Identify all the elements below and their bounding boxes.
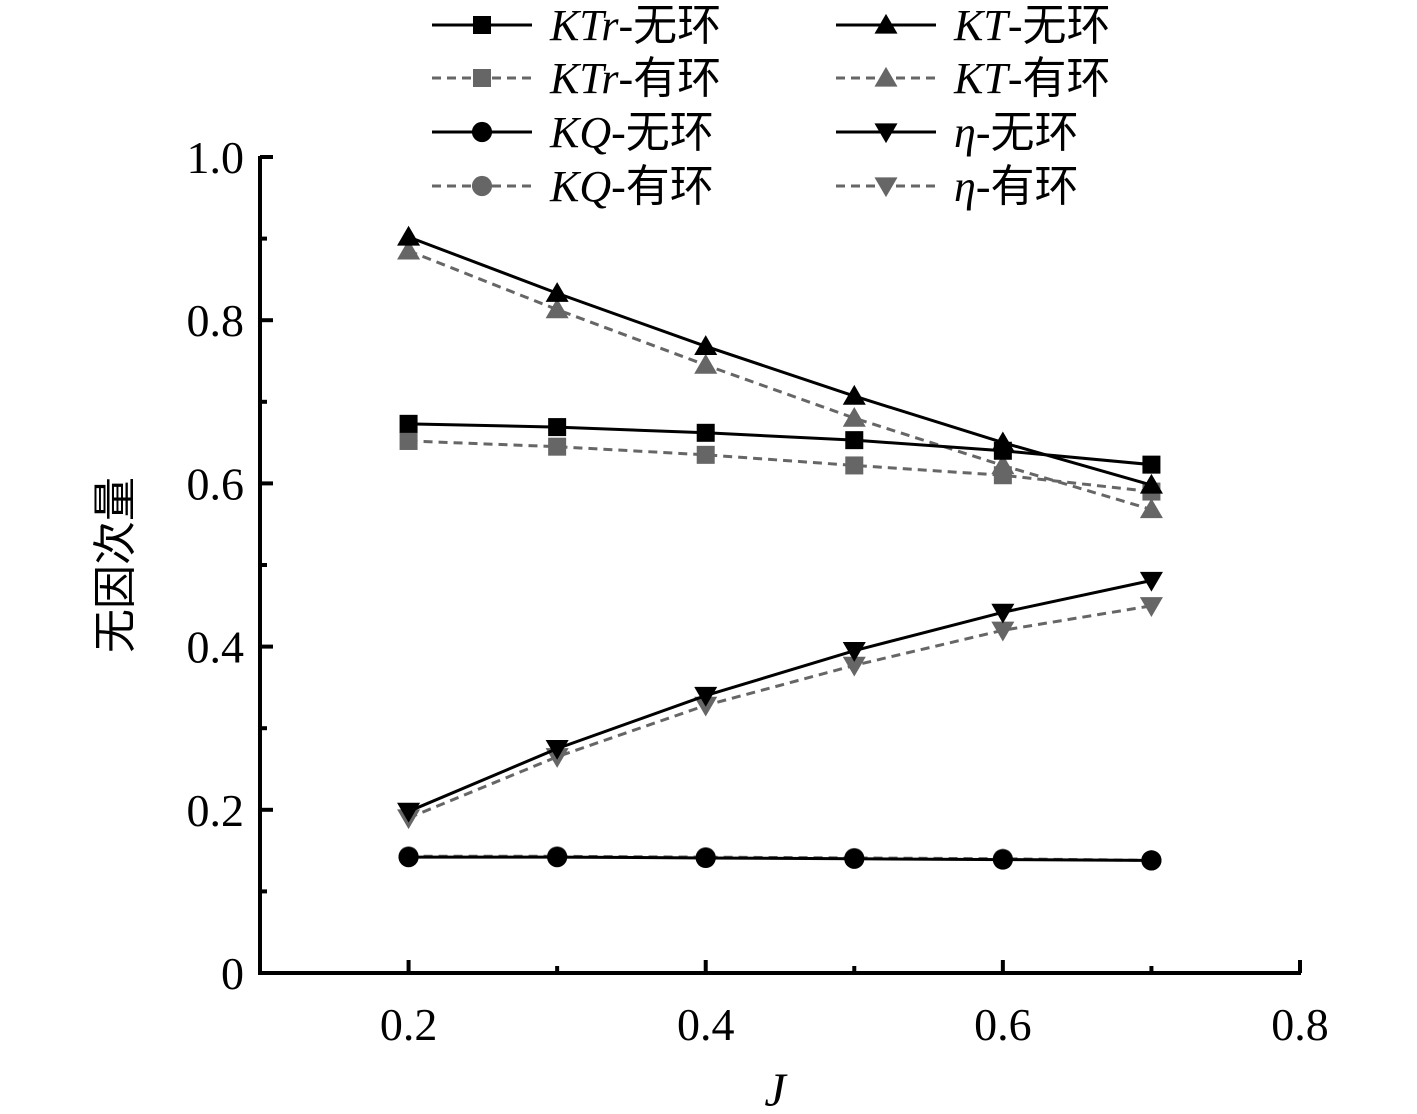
series-square-solid — [399, 414, 1161, 474]
x-tick-label: 0.6 — [974, 999, 1032, 1050]
legend-label: η-有环 — [954, 162, 1078, 211]
data-point — [1141, 850, 1162, 871]
data-point — [398, 847, 419, 868]
legend-label: KTr-无环 — [549, 1, 721, 50]
data-point — [1139, 473, 1163, 494]
legend-label: η-无环 — [954, 108, 1078, 157]
data-point — [842, 642, 866, 662]
legend-marker — [471, 121, 493, 143]
legend-marker — [874, 66, 898, 87]
legend-label: KQ-无环 — [549, 108, 714, 157]
x-tick-label: 0.4 — [677, 999, 735, 1050]
data-point — [547, 847, 568, 868]
data-point — [397, 802, 421, 823]
series-line — [408, 249, 1152, 511]
legend-label: KQ-有环 — [549, 162, 714, 211]
legend-item: KTr-有环 — [432, 54, 721, 103]
series-triangle-down-solid — [397, 571, 1163, 823]
legend-item: KQ-有环 — [432, 162, 714, 211]
legend-item: KT-无环 — [836, 1, 1110, 50]
y-tick-label: 1.0 — [187, 132, 245, 183]
series-line — [408, 235, 1152, 487]
data-point — [991, 454, 1015, 475]
legend-item: η-无环 — [836, 108, 1078, 157]
x-tick-label: 0.2 — [380, 999, 438, 1050]
data-point — [397, 239, 421, 260]
legend-item: KQ-无环 — [432, 108, 714, 157]
data-point — [545, 298, 569, 319]
legend-item: KTr-无环 — [432, 1, 721, 50]
data-point — [397, 225, 421, 246]
series-line — [408, 604, 1152, 820]
series-line — [408, 422, 1152, 467]
data-point — [545, 739, 569, 760]
legend-label: KTr-有环 — [549, 54, 721, 103]
legend-marker — [874, 177, 898, 198]
data-point — [844, 848, 865, 869]
series-square-dashed — [399, 431, 1161, 501]
series-layer — [397, 225, 1163, 871]
data-point — [991, 603, 1015, 624]
series-line — [407, 579, 1152, 813]
data-point — [696, 445, 715, 464]
data-point — [991, 621, 1015, 642]
data-point — [845, 456, 864, 475]
y-tick-label: 0 — [221, 948, 244, 999]
data-point — [1142, 455, 1161, 474]
data-point — [845, 431, 864, 450]
x-axis-title: J — [764, 1064, 788, 1114]
series-circle-solid — [398, 847, 1162, 871]
legend-label: KT-有环 — [953, 54, 1110, 103]
legend-label: KT-无环 — [953, 1, 1110, 50]
legend-marker — [471, 175, 493, 197]
y-tick-label: 0.4 — [187, 622, 245, 673]
data-point — [842, 656, 866, 677]
y-tick-label: 0.6 — [187, 458, 245, 509]
legend-marker — [874, 13, 898, 34]
data-point — [694, 335, 718, 355]
data-point — [399, 414, 418, 433]
legend-marker — [473, 16, 491, 34]
data-point — [1139, 498, 1163, 519]
y-tick-label: 0.8 — [187, 295, 245, 346]
data-point — [548, 418, 567, 437]
data-point — [694, 353, 718, 374]
legend-item: KT-有环 — [836, 54, 1110, 103]
data-point — [992, 849, 1013, 870]
data-point — [694, 686, 718, 707]
data-point — [696, 423, 715, 442]
legend-item: η-有环 — [836, 162, 1078, 211]
data-point — [695, 847, 716, 869]
legend-marker — [473, 69, 491, 87]
series-line — [408, 855, 1152, 862]
data-point — [842, 384, 866, 405]
legend-marker — [874, 123, 898, 144]
y-axis-title: 无因次量 — [91, 477, 140, 653]
data-point — [842, 406, 866, 427]
y-tick-label: 0.2 — [187, 785, 245, 836]
data-point — [548, 437, 567, 456]
data-point — [545, 282, 569, 302]
data-point — [1139, 571, 1163, 592]
x-tick-label: 0.8 — [1271, 999, 1329, 1050]
series-triangle-down-dashed — [397, 597, 1163, 830]
ticks-layer: 0 0.2 0.4 0.6 0.8 1.0 0.2 0.4 0.6 0.8 — [187, 132, 1329, 1050]
series-line — [408, 439, 1152, 494]
series-triangle-up-dashed — [397, 239, 1163, 519]
data-point — [1139, 597, 1163, 617]
data-point — [991, 431, 1015, 452]
series-triangle-up-solid — [397, 225, 1163, 494]
data-point — [399, 431, 418, 450]
